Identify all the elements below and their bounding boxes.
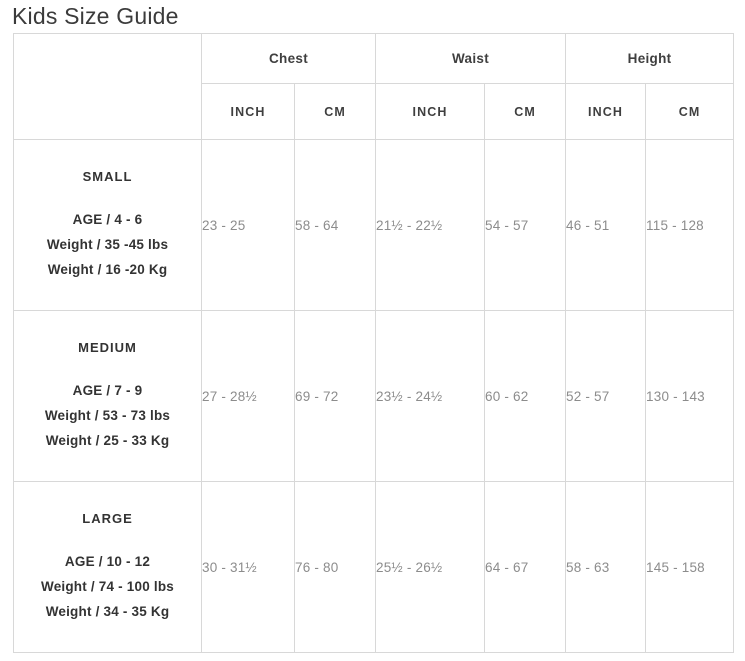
header-group-chest: Chest bbox=[200, 33, 377, 84]
value-chest-inch: 27 - 28½ bbox=[201, 310, 295, 482]
value-waist-inch: 25½ - 26½ bbox=[375, 481, 486, 653]
value-chest-cm: 76 - 80 bbox=[293, 481, 377, 653]
header-group-height: Height bbox=[565, 33, 735, 84]
value-waist-cm: 54 - 57 bbox=[484, 139, 567, 311]
size-name: SMALL bbox=[82, 168, 133, 184]
size-detail-weight-lbs: Weight / 74 - 100 lbs bbox=[41, 578, 174, 594]
value-height-cm: 115 - 128 bbox=[645, 139, 735, 311]
value-waist-cm: 60 - 62 bbox=[484, 310, 567, 482]
size-detail-age: AGE / 10 - 12 bbox=[64, 553, 151, 569]
size-cell-small: SMALL AGE / 4 - 6 Weight / 35 -45 lbs We… bbox=[13, 139, 202, 311]
table-row: MEDIUM AGE / 7 - 9 Weight / 53 - 73 lbs … bbox=[13, 310, 735, 482]
value-height-inch: 58 - 63 bbox=[565, 481, 647, 653]
header-unit-waist-inch: INCH bbox=[375, 83, 486, 140]
value-chest-cm: 58 - 64 bbox=[293, 139, 377, 311]
table-row: LARGE AGE / 10 - 12 Weight / 74 - 100 lb… bbox=[13, 481, 735, 653]
header-unit-waist-cm: CM bbox=[484, 83, 567, 140]
table-body: SMALL AGE / 4 - 6 Weight / 35 -45 lbs We… bbox=[13, 139, 735, 653]
value-chest-cm: 69 - 72 bbox=[293, 310, 377, 482]
value-chest-inch: 23 - 25 bbox=[201, 139, 295, 311]
size-name: LARGE bbox=[82, 510, 133, 526]
header-unit-chest-inch: INCH bbox=[201, 83, 295, 140]
header-unit-row: INCH CM INCH CM INCH CM bbox=[14, 83, 735, 140]
size-cell-medium: MEDIUM AGE / 7 - 9 Weight / 53 - 73 lbs … bbox=[13, 310, 202, 482]
value-waist-inch: 23½ - 24½ bbox=[375, 310, 486, 482]
size-cell-large: LARGE AGE / 10 - 12 Weight / 74 - 100 lb… bbox=[13, 481, 202, 653]
size-detail-age: AGE / 7 - 9 bbox=[72, 382, 143, 398]
header-unit-height-cm: CM bbox=[645, 83, 735, 140]
value-chest-inch: 30 - 31½ bbox=[201, 481, 295, 653]
page-title: Kids Size Guide bbox=[12, 3, 179, 29]
size-detail-weight-kg: Weight / 34 - 35 Kg bbox=[45, 603, 170, 619]
table-row: SMALL AGE / 4 - 6 Weight / 35 -45 lbs We… bbox=[13, 139, 735, 311]
header-unit-height-inch: INCH bbox=[565, 83, 647, 140]
header-unit-chest-cm: CM bbox=[293, 83, 377, 140]
header-group-waist: Waist bbox=[375, 33, 567, 84]
header-corner-cell bbox=[13, 33, 202, 140]
size-detail-weight-kg: Weight / 25 - 33 Kg bbox=[45, 432, 170, 448]
size-guide-table: Chest Waist Height INCH CM INCH CM INCH … bbox=[13, 33, 735, 653]
size-detail-weight-kg: Weight / 16 -20 Kg bbox=[47, 261, 168, 277]
table-header: Chest Waist Height INCH CM INCH CM INCH … bbox=[13, 33, 735, 140]
size-detail-weight-lbs: Weight / 35 -45 lbs bbox=[46, 236, 169, 252]
value-height-cm: 145 - 158 bbox=[645, 481, 735, 653]
size-name: MEDIUM bbox=[78, 339, 137, 355]
value-waist-inch: 21½ - 22½ bbox=[375, 139, 486, 311]
value-waist-cm: 64 - 67 bbox=[484, 481, 567, 653]
value-height-inch: 52 - 57 bbox=[565, 310, 647, 482]
header-group-row: Chest Waist Height bbox=[13, 33, 735, 140]
value-height-cm: 130 - 143 bbox=[645, 310, 735, 482]
value-height-inch: 46 - 51 bbox=[565, 139, 647, 311]
size-detail-weight-lbs: Weight / 53 - 73 lbs bbox=[44, 407, 171, 423]
size-detail-age: AGE / 4 - 6 bbox=[72, 211, 143, 227]
